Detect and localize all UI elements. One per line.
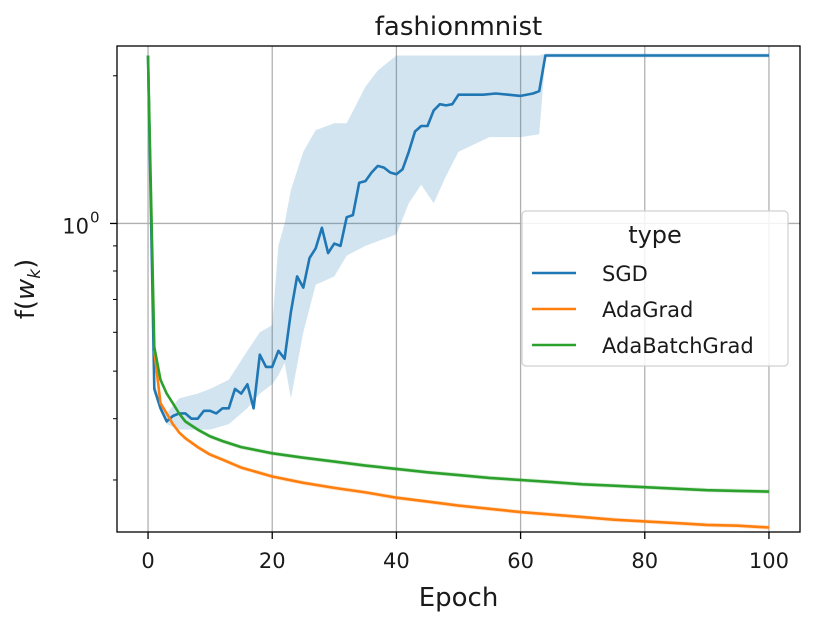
- y-tick-label: 10: [62, 214, 89, 238]
- y-tick-label-exponent: 0: [90, 208, 100, 226]
- series-line-adabatchgrad: [146, 55, 770, 493]
- x-tick-label: 100: [749, 549, 789, 573]
- x-tick-label: 0: [141, 549, 154, 573]
- y-axis-label-close: ): [11, 259, 41, 269]
- plot-frame: [116, 45, 801, 533]
- y-axis-label-w: w: [11, 278, 41, 300]
- legend-box: [521, 210, 789, 367]
- plot-area: [146, 53, 770, 530]
- legend-label-adagrad: AdaGrad: [602, 298, 693, 322]
- series-line-sgd: [146, 54, 769, 423]
- legend-label-sgd: SGD: [602, 262, 648, 286]
- x-tick-label: 60: [507, 549, 534, 573]
- confidence-band-sgd: [148, 53, 769, 430]
- legend-title: type: [628, 221, 682, 249]
- y-axis-label-subscript: k: [25, 268, 45, 279]
- x-axis-label: Epoch: [419, 583, 499, 613]
- series-line-adagrad: [153, 350, 770, 529]
- legend-label-adabatchgrad: AdaBatchGrad: [602, 334, 754, 358]
- x-tick-label: 40: [383, 549, 410, 573]
- x-tick-label: 80: [631, 549, 658, 573]
- x-tick-label: 20: [259, 549, 286, 573]
- y-axis-label: f(wk): [11, 259, 45, 320]
- chart-title: fashionmnist: [375, 12, 543, 42]
